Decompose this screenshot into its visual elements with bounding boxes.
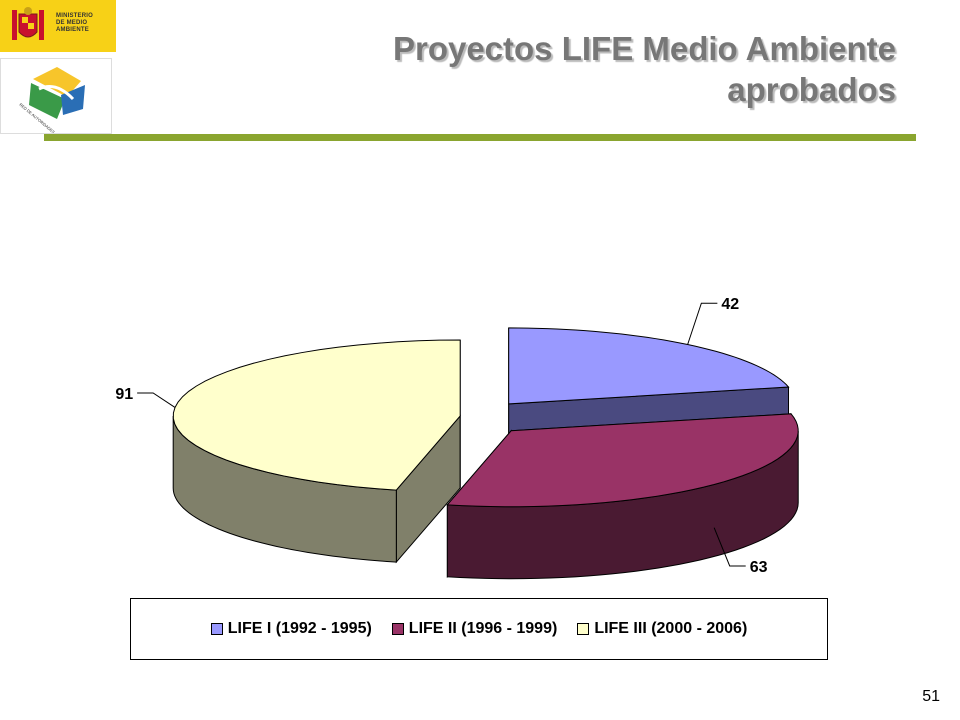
slide-title: Proyectos LIFE Medio Ambiente aprobados	[393, 28, 896, 110]
page-number: 51	[922, 688, 940, 705]
coat-of-arms-icon	[12, 7, 44, 40]
legend-label-life1: LIFE I (1992 - 1995)	[227, 620, 372, 637]
data-label-1: 42	[721, 296, 739, 313]
pie-slice-top-2	[446, 413, 799, 508]
legend-label-life3: LIFE III (2000 - 2006)	[594, 620, 748, 637]
data-label-3: 91	[115, 386, 133, 403]
title-underline-bar	[44, 134, 916, 141]
legend-item-life1: LIFE I (1992 - 1995)	[210, 620, 372, 638]
legend-label-life2: LIFE II (1996 - 1999)	[408, 620, 558, 637]
ministerio-logo-text: MINISTERIO DE MEDIO AMBIENTE	[56, 13, 94, 33]
pie-slice-top-1	[508, 327, 790, 405]
data-label-leader-3	[137, 392, 176, 408]
legend-swatch-life2	[391, 623, 404, 635]
legend-swatch-life3	[577, 623, 590, 635]
pie-slice-2	[446, 413, 799, 580]
legend-item-life3: LIFE III (2000 - 2006)	[577, 620, 747, 638]
slide-title-line2: aprobados	[727, 71, 896, 108]
pie-slice-3	[172, 339, 461, 564]
data-label-2: 63	[750, 559, 768, 576]
chart-legend: LIFE I (1992 - 1995) LIFE II (1996 - 199…	[130, 598, 828, 660]
slide-title-line1: Proyectos LIFE Medio Ambiente	[392, 30, 896, 67]
legend-swatch-life1	[210, 623, 223, 635]
legend-item-life2: LIFE II (1996 - 1999)	[391, 620, 558, 638]
data-label-leader-1	[687, 302, 718, 345]
ministerio-logo: MINISTERIO DE MEDIO AMBIENTE	[0, 0, 116, 52]
data-label-leader-2	[713, 527, 746, 567]
red-autoridades-logo: RED DE AUTORIDADES AMBIENTALES	[0, 58, 112, 153]
